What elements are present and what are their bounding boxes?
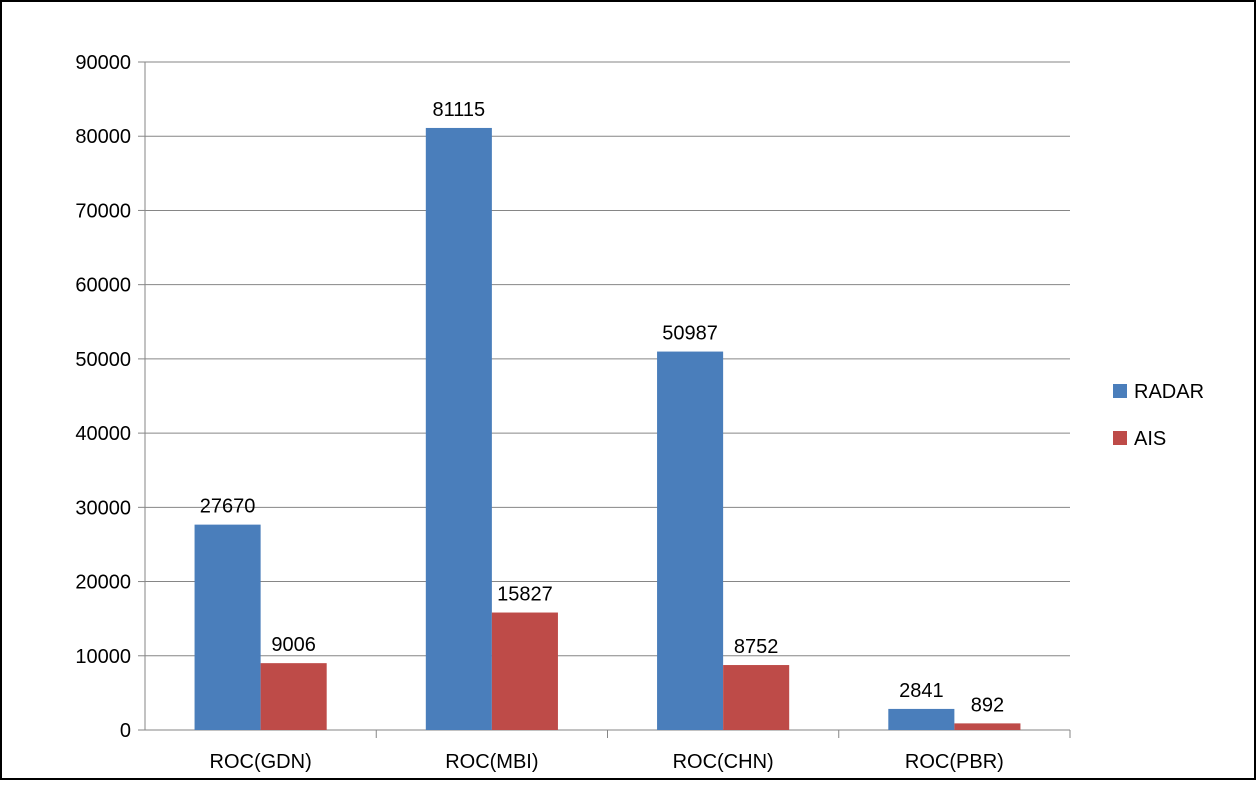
bar-ais-2 (723, 665, 790, 730)
data-label: 15827 (497, 584, 553, 606)
x-tick-label: ROC(PBR) (905, 751, 1004, 773)
gridlines (145, 61, 1070, 657)
data-label: 2841 (899, 680, 944, 702)
bar-radar-0 (194, 524, 261, 730)
x-tick-label: ROC(CHN) (673, 751, 774, 773)
legend-label: RADAR (1134, 381, 1204, 403)
y-tick-label: 0 (120, 720, 131, 742)
y-tick-label: 40000 (75, 423, 131, 445)
bar-radar-3 (888, 708, 955, 730)
y-tick-label: 20000 (75, 572, 131, 594)
x-tick-label: ROC(MBI) (445, 751, 538, 773)
bar-ais-0 (260, 663, 327, 730)
bars (194, 127, 1021, 731)
y-tick-label: 50000 (75, 349, 131, 371)
y-tick-label: 10000 (75, 646, 131, 668)
data-label: 50987 (662, 323, 718, 345)
data-label: 81115 (433, 99, 486, 121)
y-tick-label: 30000 (75, 497, 131, 519)
bar-ais-3 (954, 723, 1021, 730)
axes: 0 10000 20000 30000 40000 50000 60000 70000 8000… (75, 52, 1071, 773)
data-label: 892 (971, 694, 1004, 716)
legend-swatch-radar (1113, 384, 1127, 398)
data-labels: 27670 9006 81115 15827 50987 8752 2841 892 (200, 99, 1004, 716)
legend-label: AIS (1134, 428, 1166, 450)
bar-radar-1 (425, 127, 492, 731)
legend: RADAR AIS (1113, 381, 1204, 450)
bar-radar-2 (657, 351, 724, 730)
y-tick-label: 70000 (75, 200, 131, 222)
y-tick-label: 60000 (75, 275, 131, 297)
legend-swatch-ais (1113, 431, 1127, 445)
bar-ais-1 (491, 612, 558, 730)
y-tick-label: 80000 (75, 126, 131, 148)
data-label: 8752 (734, 636, 779, 658)
data-label: 9006 (271, 634, 316, 656)
y-tick-label: 90000 (75, 52, 131, 74)
x-tick-label: ROC(GDN) (210, 751, 312, 773)
data-label: 27670 (200, 496, 256, 518)
